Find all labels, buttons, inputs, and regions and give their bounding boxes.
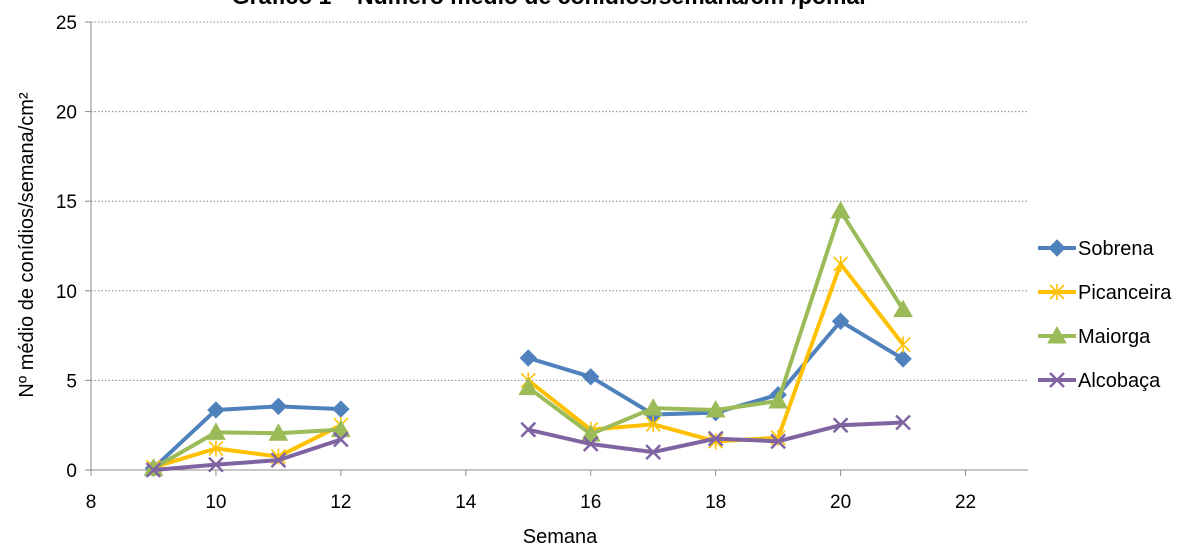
axes [90,22,1028,471]
data-point [830,201,851,219]
x-tick-label: 12 [330,492,351,513]
x-axis-title: Semana [523,526,598,548]
data-point [519,349,537,367]
data-point [331,419,351,438]
data-point [208,440,224,457]
legend-item-maiorga: Maiorga [1038,325,1151,348]
x-tick-label: 20 [830,492,851,513]
data-point [893,299,913,318]
legend-marker [1048,239,1066,257]
y-tick-label: 10 [56,282,77,303]
data-point [833,255,849,272]
series-maiorga [143,201,913,476]
data-point [768,390,788,409]
y-tick-label: 15 [56,192,77,213]
data-point [894,350,912,368]
data-point [206,422,226,440]
x-tick-label: 22 [955,492,976,513]
legend-marker [1049,372,1065,388]
data-point [269,397,288,416]
data-point [708,433,724,450]
data-point [832,417,849,434]
legend-label: Picanceira [1078,282,1172,304]
data-point [705,399,726,418]
series-line [152,423,342,470]
data-point [582,368,600,386]
y-tick-label: 20 [56,103,77,124]
legend: Sobrena Picanceira Maiorga Alcobaça [1038,238,1172,392]
legend-item-picanceira: Picanceira [1038,282,1172,304]
data-point [707,430,724,447]
series-line [153,437,342,472]
data-point [332,431,349,448]
x-axis-ticks: 8 10 12 14 16 18 20 22 [86,470,976,513]
series-line [152,404,341,470]
data-point [645,416,661,433]
data-point [580,424,601,442]
grid-lines [91,21,1028,381]
x-tick-label: 8 [86,492,97,513]
x-tick-label: 16 [580,492,601,513]
series-line [152,427,341,470]
series-alcobaça [145,414,911,478]
data-point [268,423,289,441]
legend-item-sobrena: Sobrena [1038,238,1154,260]
legend-label: Sobrena [1078,238,1154,260]
legend-label: Alcobaça [1078,370,1161,392]
data-point [895,336,911,353]
chart-title: Gráfico 1 – Número médio de conídios/sem… [232,0,869,9]
y-tick-label: 0 [66,461,77,482]
data-point [520,421,537,438]
x-tick-label: 10 [205,492,226,513]
legend-marker [1047,325,1067,344]
data-point [770,433,787,450]
series-layer [143,201,913,478]
data-point [645,444,662,460]
x-tick-label: 18 [705,492,726,513]
legend-item-alcobaça: Alcobaça [1038,370,1161,392]
data-point [270,452,287,469]
x-tick-label: 14 [455,492,477,513]
data-point [895,414,911,431]
data-point [207,401,225,419]
data-point [332,400,350,418]
y-tick-label: 25 [56,13,77,34]
data-point [582,436,599,452]
data-point [145,462,162,478]
legend-marker [1049,284,1065,300]
y-axis-title: Nº médio de conídios/semana/cm² [16,92,38,398]
data-point [831,312,850,330]
data-point [518,377,539,396]
y-axis-ticks: 0 5 10 15 20 25 [56,13,91,482]
data-point [208,456,224,473]
legend-label: Maiorga [1078,326,1151,348]
y-tick-label: 5 [66,371,77,392]
data-point [643,398,664,416]
